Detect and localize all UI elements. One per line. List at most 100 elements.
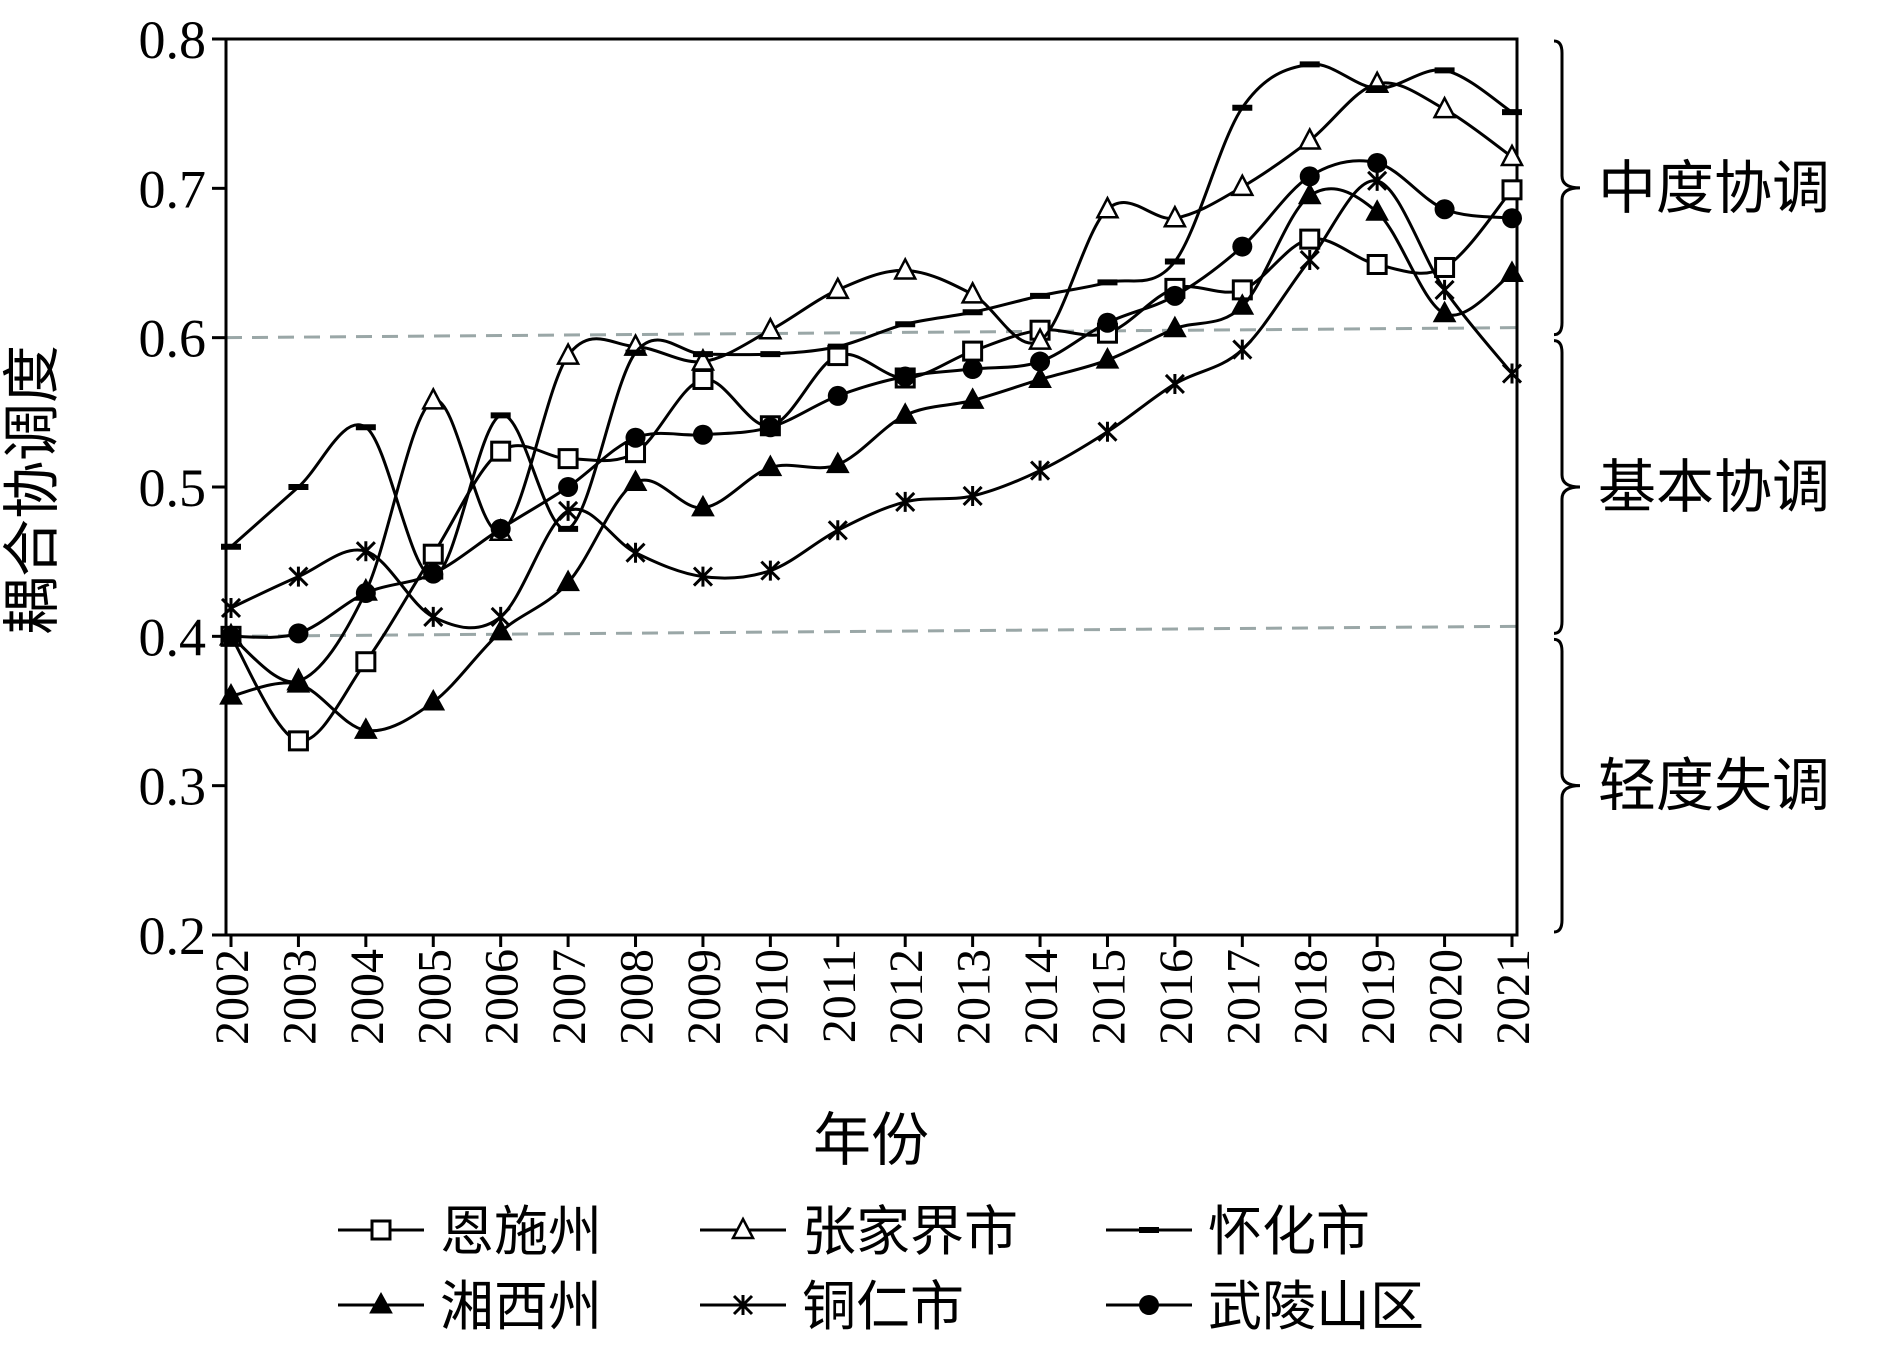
x-tick-label: 2002 — [206, 949, 259, 1045]
cross-marker — [732, 1294, 754, 1316]
cross-marker — [760, 560, 781, 581]
filled-triangle-marker — [1500, 260, 1524, 282]
filled-triangle-marker — [369, 1291, 393, 1314]
series-line — [230, 187, 1513, 733]
x-tick-label: 2004 — [341, 949, 394, 1045]
series-3 — [221, 61, 1522, 580]
circle-marker — [221, 626, 241, 647]
legend-label: 怀化市 — [1208, 1202, 1370, 1262]
filled-triangle-marker — [1432, 300, 1457, 323]
y-tick-label: 0.8 — [139, 10, 207, 70]
circle-marker — [1299, 166, 1320, 187]
circle-marker — [490, 518, 511, 539]
filled-triangle-marker — [1297, 182, 1322, 205]
series-1 — [220, 179, 1523, 752]
filled-triangle-marker — [1365, 199, 1390, 221]
filled-triangle-marker — [960, 387, 985, 409]
cross-marker — [1367, 170, 1388, 191]
open-triangle-marker — [1230, 173, 1255, 197]
cross-marker — [962, 485, 983, 507]
y-tick-label: 0.5 — [139, 458, 207, 518]
filled-triangle-marker — [556, 569, 580, 592]
legend-label: 恩施州 — [440, 1202, 602, 1262]
cross-marker — [220, 597, 242, 619]
square-marker — [1501, 179, 1523, 201]
square-marker — [557, 448, 579, 470]
filled-triangle-marker — [1095, 347, 1120, 369]
square-marker — [422, 543, 444, 565]
x-tick-label: 2008 — [611, 949, 664, 1045]
cross-marker — [692, 566, 714, 587]
filled-triangle-marker — [1230, 293, 1255, 315]
legend-label: 湘西州 — [440, 1277, 602, 1337]
x-tick-label: 2006 — [476, 949, 529, 1045]
x-tick-label: 2020 — [1420, 949, 1473, 1045]
cross-marker — [423, 606, 444, 627]
cross-marker — [1501, 363, 1523, 384]
y-axis-title: 耦合协调度 — [0, 345, 65, 635]
open-triangle-marker — [825, 276, 850, 300]
series-5 — [220, 170, 1523, 630]
filled-triangle-marker — [286, 671, 311, 693]
circle-marker — [558, 477, 579, 497]
legend-label: 武陵山区 — [1208, 1277, 1424, 1337]
series-4 — [219, 182, 1524, 739]
square-marker — [692, 368, 714, 390]
open-triangle-marker — [893, 256, 918, 280]
series-line — [230, 179, 1514, 630]
legend-label: 铜仁市 — [802, 1277, 964, 1337]
y-tick-label: 0.7 — [139, 159, 207, 219]
legend-item: 恩施州 — [338, 1202, 602, 1262]
filled-triangle-marker — [691, 494, 715, 517]
zone-label: 基本协调 — [1598, 455, 1830, 520]
legend-label: 张家界市 — [802, 1202, 1018, 1262]
open-triangle-marker — [730, 1216, 756, 1240]
series-line — [230, 62, 1513, 579]
circle-marker — [355, 583, 376, 604]
filled-triangle-marker — [488, 618, 513, 641]
legend-item: 铜仁市 — [700, 1277, 964, 1337]
x-tick-label: 2019 — [1352, 949, 1405, 1045]
cross-marker — [895, 491, 916, 512]
open-triangle-marker — [690, 347, 716, 371]
filled-triangle-marker — [758, 454, 783, 477]
series-6 — [221, 152, 1522, 647]
cross-marker — [490, 606, 511, 627]
circle-marker — [827, 385, 848, 406]
square-marker — [490, 440, 512, 462]
filled-triangle-marker — [1163, 315, 1187, 338]
open-triangle-marker — [758, 316, 783, 340]
x-tick-label: 2010 — [745, 949, 798, 1045]
x-axis: 2002 2003 2004 2005 2006 2007 2008 2009 2010 2011… — [206, 935, 1540, 1045]
series-line — [230, 81, 1513, 684]
legend-item: 湘西州 — [338, 1277, 602, 1337]
cross-marker — [558, 500, 579, 521]
cross-marker — [1299, 249, 1320, 271]
legend-item: 怀化市 — [1106, 1202, 1370, 1262]
x-tick-label: 2016 — [1150, 949, 1203, 1045]
x-tick-label: 2015 — [1082, 949, 1135, 1045]
plot-frame — [224, 37, 1519, 937]
filled-triangle-marker — [825, 451, 850, 474]
open-triangle-marker — [1162, 204, 1187, 228]
cross-marker — [355, 541, 376, 562]
square-marker — [287, 730, 309, 752]
cross-marker — [625, 542, 646, 563]
circle-marker — [760, 417, 781, 438]
x-tick-label: 2005 — [408, 949, 461, 1045]
cross-marker — [1164, 373, 1185, 395]
y-tick-label: 0.2 — [139, 906, 207, 966]
square-marker — [962, 340, 984, 362]
series-group — [218, 61, 1525, 752]
circle-marker — [1232, 236, 1253, 257]
open-triangle-marker — [1499, 143, 1525, 167]
circle-marker — [1502, 208, 1522, 229]
filled-triangle-marker — [219, 683, 243, 705]
y-tick-label: 0.6 — [139, 309, 207, 369]
circle-marker — [288, 623, 309, 644]
circle-marker — [1097, 312, 1118, 333]
cross-marker — [827, 520, 848, 541]
cross-marker — [1232, 339, 1253, 360]
